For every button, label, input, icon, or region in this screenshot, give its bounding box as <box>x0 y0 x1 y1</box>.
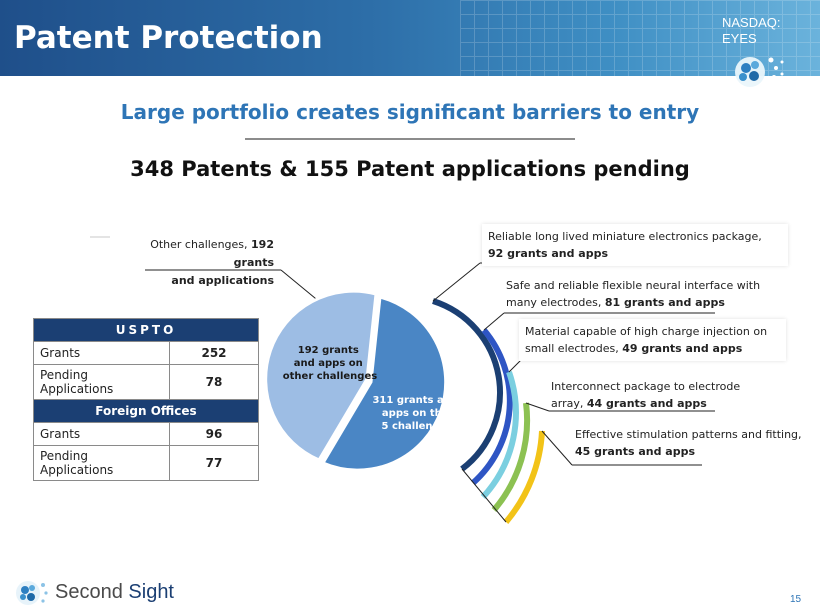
table-row: Pending Applications 78 <box>33 364 259 400</box>
foreign-grants-value: 96 <box>169 422 259 446</box>
pie-label-other: 192 grants and apps on other challenges <box>283 345 377 382</box>
table-row: Grants 252 <box>33 341 259 365</box>
foreign-pending-value: 77 <box>169 445 259 481</box>
ticker-exchange: NASDAQ: <box>722 15 781 30</box>
other-challenges-callout: Other challenges, 192 grants and applica… <box>110 236 274 290</box>
company-logo-text: Second Sight <box>55 581 174 603</box>
foreign-header: Foreign Offices <box>33 399 259 423</box>
page-number: 15 <box>790 594 802 605</box>
connector-line <box>541 430 573 466</box>
foreign-grants-label: Grants <box>33 422 170 446</box>
connector-line <box>461 468 507 523</box>
uspto-grants-value: 252 <box>169 341 259 365</box>
other-callout-plain: Other challenges, <box>150 238 252 251</box>
pie-label-five: 311 grants and apps on the 5 challenges <box>372 395 461 432</box>
table-row: Pending Applications 77 <box>33 445 259 481</box>
arc-neural-interface <box>471 328 513 486</box>
pie-slice-other-challenges <box>264 289 378 462</box>
callout-line <box>280 269 322 304</box>
pie-slice-five-challenges <box>320 295 448 472</box>
table-row: Grants 96 <box>33 422 259 446</box>
other-callout-bold1: 192 grants <box>233 238 274 269</box>
connector-line <box>525 402 550 412</box>
globe-logo-icon <box>735 57 784 87</box>
other-callout-bold2: and applications <box>171 274 274 287</box>
connector-line <box>432 262 481 302</box>
uspto-grants-label: Grants <box>33 341 170 365</box>
arc-charge-injection <box>480 371 519 500</box>
challenge-label-2: Safe and reliable flexible neural interf… <box>506 279 761 309</box>
challenge-label-4: Interconnect package to electrode array,… <box>551 380 741 410</box>
header-banner <box>0 0 820 76</box>
arc-interconnect <box>491 402 531 512</box>
ticker-symbol: EYES <box>722 31 757 46</box>
uspto-pending-label: Pending Applications <box>33 364 170 400</box>
challenge-label-5: Effective stimulation patterns and fitti… <box>575 428 802 458</box>
subtitle: Large portfolio creates significant barr… <box>120 100 700 124</box>
challenge-label-3: Material capable of high charge injectio… <box>519 319 786 361</box>
arc-stimulation <box>503 430 545 524</box>
connector-line <box>483 312 505 331</box>
foreign-pending-label: Pending Applications <box>33 445 170 481</box>
second-sight-logo-icon <box>16 581 48 605</box>
divider <box>245 138 575 140</box>
uspto-header: USPTO <box>33 318 259 342</box>
patent-count-headline: 348 Patents & 155 Patent applications pe… <box>130 157 690 181</box>
page-title: Patent Protection <box>14 20 323 56</box>
challenge-label-1: Reliable long lived miniature electronic… <box>482 224 788 266</box>
patent-table: USPTO Grants 252 Pending Applications 78 … <box>33 318 259 481</box>
ticker-label: NASDAQ: EYES <box>722 15 781 47</box>
uspto-pending-value: 78 <box>169 364 259 400</box>
arc-electronics-package <box>432 298 503 472</box>
